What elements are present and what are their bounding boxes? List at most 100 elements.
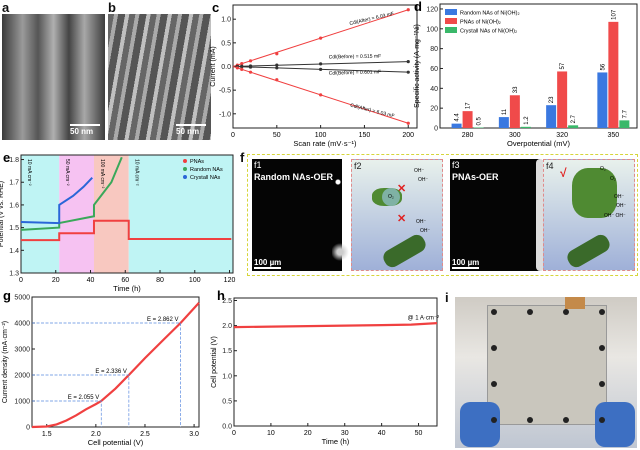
guide-line <box>32 374 130 427</box>
bolt-icon <box>491 381 497 387</box>
legend-marker <box>183 175 187 179</box>
nanosheet-icon <box>572 168 617 218</box>
y-tick-label: 4000 <box>14 321 30 328</box>
series-line <box>20 156 123 231</box>
x-tick-label: 20 <box>304 430 312 437</box>
x-tick-label: 20 <box>52 277 60 284</box>
chart-e: e 10 mA cm⁻² 50 mA cm⁻² 100 mA cm⁻² 10 mA cm… <box>0 150 235 293</box>
species-label: O₂ <box>600 166 606 172</box>
chart-g: g 0 1000 2000 3000 4000 5000 1.5 2.0 2.5 3.0 Cell p… <box>2 288 200 447</box>
chart-d: d 0 20 40 60 80 100 120 280 4.4 17 0.5 300 11 33 1.2 320… <box>414 0 638 148</box>
bolt-icon <box>599 417 605 423</box>
x-axis-label: Overpotential (mV) <box>507 139 570 148</box>
panel-label-h: h <box>217 288 225 303</box>
electrolyzer-photo <box>455 297 637 448</box>
shaded-region <box>21 155 60 273</box>
panel-label-f: f <box>240 150 245 165</box>
cross-icon: ✕ <box>397 183 407 195</box>
panel-label-g: g <box>3 288 11 303</box>
bar-value-label: 33 <box>513 86 519 93</box>
species-label: OH⁻ OH⁻ <box>604 213 626 219</box>
y-axis-label: Current density (mA·cm⁻²) <box>2 321 9 403</box>
x-tick-label: 350 <box>608 132 620 139</box>
data-point <box>275 52 279 56</box>
bar-value-label: 57 <box>560 62 566 69</box>
sub-label-f2: f2 <box>354 161 362 171</box>
y-tick-label: 1.8 <box>9 157 19 164</box>
region-label: 10 mA cm⁻² <box>134 159 140 186</box>
plot-frame <box>20 154 234 274</box>
data-point <box>406 121 410 125</box>
copper-terminal <box>565 297 585 309</box>
x-axis-label: Time (h) <box>322 437 350 446</box>
bolt-icon <box>599 345 605 351</box>
series-line <box>20 177 93 225</box>
data-point <box>406 60 410 64</box>
nanorod-icon <box>564 231 613 271</box>
bar <box>619 120 630 128</box>
y-tick-label: 1.0 <box>222 373 232 380</box>
sem-image-a: 50 nm <box>2 14 105 140</box>
bar-value-label: 0.5 <box>477 117 483 126</box>
bar-value-label: 1.2 <box>524 116 530 125</box>
panel-label-b: b <box>108 0 116 15</box>
y-tick-label: 0.5 <box>222 398 232 405</box>
bar-value-label: 2.7 <box>571 114 577 123</box>
legend-marker <box>183 167 187 171</box>
y-tick-label: 120 <box>426 6 438 13</box>
data-point <box>406 70 410 74</box>
x-tick-label: 10 <box>267 430 275 437</box>
cdl-annotation: Cdl(After) = 6.03 mF <box>349 103 395 120</box>
bar <box>451 123 462 128</box>
series-line <box>31 301 200 429</box>
bar <box>557 71 568 128</box>
diagram-f2: f2 ✕ ✕ O₂ OH⁻ OH⁻ OH⁻ OH⁻ <box>351 159 443 271</box>
legend-swatch <box>445 18 457 24</box>
bar <box>568 125 579 128</box>
species-label: OH⁻ <box>616 203 627 209</box>
bar <box>608 21 619 128</box>
y-axis-label: Specific activity (A·mg⁻¹Ni) <box>414 24 421 108</box>
x-axis-label: Cell potential (V) <box>88 438 144 447</box>
shaded-region <box>128 155 233 273</box>
annotation-label: @ 1 A·cm⁻² <box>407 316 439 322</box>
x-tick-label: 1.5 <box>42 431 52 438</box>
panel-label-c: c <box>212 0 219 15</box>
x-tick-label: 2.0 <box>91 431 101 438</box>
x-tick-label: 3.0 <box>189 431 199 438</box>
series-line <box>233 321 438 329</box>
plot-frame <box>233 297 438 427</box>
bar <box>597 72 608 128</box>
x-tick-label: 2.5 <box>140 431 150 438</box>
x-tick-label: 0 <box>232 430 236 437</box>
panel-label-a: a <box>2 0 10 15</box>
cdl-annotation: Cdl(Before) = 0.601 mF <box>329 69 382 76</box>
y-tick-label: 40 <box>430 86 438 93</box>
y-tick-label: 1.5 <box>9 225 19 232</box>
legend-label: Crystall NAs of Ni(OH)₂ <box>460 29 517 35</box>
y-tick-label: 20 <box>430 106 438 113</box>
y-axis-label: Current (mA) <box>210 46 217 86</box>
y-tick-label: 3000 <box>14 347 30 354</box>
data-point <box>275 66 279 70</box>
y-tick-label: 80 <box>430 46 438 53</box>
x-tick-label: 40 <box>378 430 386 437</box>
y-tick-label: 1.6 <box>9 202 19 209</box>
y-tick-label: 1.4 <box>9 248 19 255</box>
annotation-label: E = 2.862 V <box>147 317 179 323</box>
data-point <box>319 62 323 66</box>
data-point <box>275 78 279 82</box>
data-point <box>248 65 253 69</box>
cdl-annotation: Cdl(Before) = 0.515 mF <box>329 54 381 61</box>
species-label: O₂ <box>610 176 616 182</box>
panel-label-d: d <box>414 0 422 14</box>
species-label: OH⁻ <box>414 168 425 174</box>
x-tick-label: 120 <box>224 277 236 284</box>
nanorod-icon <box>380 231 429 271</box>
bubbles <box>332 167 352 267</box>
y-tick-label: 2.5 <box>222 298 232 305</box>
bolt-icon <box>491 417 497 423</box>
legend-label: Random NAs of Ni(OH)₂ <box>460 11 520 17</box>
species-label: OH⁻ <box>614 194 625 200</box>
